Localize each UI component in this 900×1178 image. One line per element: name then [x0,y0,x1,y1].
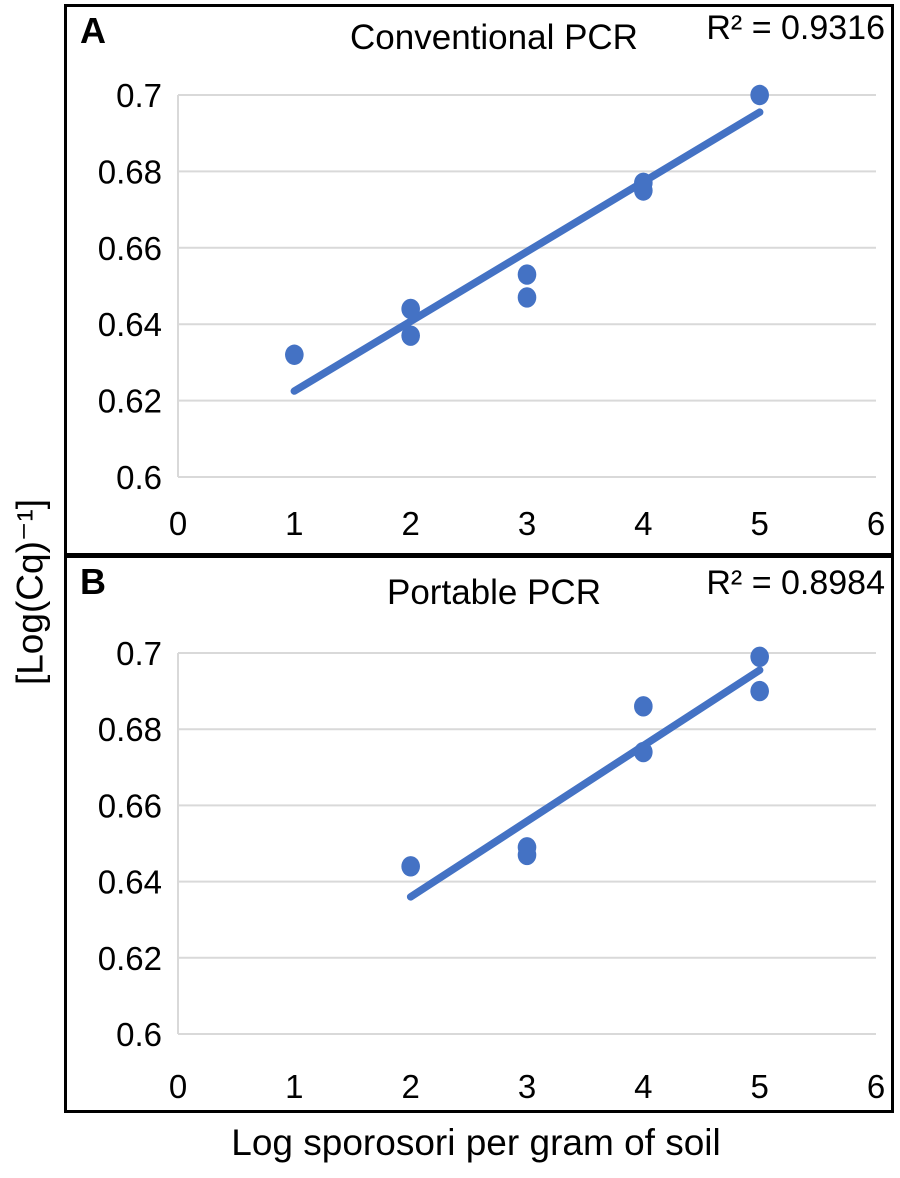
x-tick-label: 1 [285,505,303,542]
x-tick-label: 4 [634,1068,652,1105]
y-tick-label: 0.7 [116,77,162,114]
x-tick-label: 5 [750,505,768,542]
x-tick-label: 2 [401,505,419,542]
figure-border-box: 0.7 0.68 0.66 0.64 0.62 0.6 0 1 2 3 4 5 6 A Conventi… [64,4,894,1113]
panel-a-chart: 0.7 0.68 0.66 0.64 0.62 0.60 1 2 3 4 5 6 [98,77,885,542]
data-point [517,264,537,285]
y-tick-label: 0.6 [116,1016,162,1053]
trendline [290,108,764,395]
panel-a-label: A [80,10,106,51]
y-axis-title-text: [Log(Cq)⁻¹] [9,498,51,686]
data-point [517,287,537,308]
y-tick-label: 0.62 [98,940,162,977]
data-point [750,646,769,668]
panel-a: 0.7 0.68 0.66 0.64 0.62 0.6 0 1 2 3 4 5 6 A Conventi… [67,7,891,558]
y-tick-label: 0.7 [116,635,162,672]
x-tick-label: 0 [169,1068,187,1105]
x-axis-title: Log sporosori per gram of soil [231,1122,721,1163]
y-tick-label: 0.66 [98,787,162,824]
y-tick-label: 0.68 [98,711,162,748]
panel-b-r-squared: R² = 0.8984 [706,564,885,602]
data-point [634,180,653,201]
y-tick-label: 0.64 [98,864,162,901]
x-tick-label: 5 [750,1068,768,1105]
x-tick-label: 4 [634,505,652,542]
panel-b-chart: 0.7 0.68 0.66 0.64 0.62 0.60 1 2 3 4 5 6 [98,635,885,1105]
data-point [285,344,304,365]
data-point [401,298,420,320]
panel-b: 0.7 0.68 0.66 0.64 0.62 0.6 0 1 2 3 4 5 6 B Portable… [67,558,891,1110]
data-point [401,856,420,877]
x-tick-label: 0 [169,505,187,542]
panel-b-title: Portable PCR [387,573,601,612]
x-tick-label: 2 [401,1068,419,1105]
panel-a-r-squared: R² = 0.9316 [706,9,885,47]
x-tick-label: 1 [285,1068,303,1105]
x-tick-label: 6 [867,505,885,542]
x-tick-label: 3 [518,1068,536,1105]
x-tick-label: 3 [518,505,536,542]
data-point [634,696,653,717]
panel-b-label: B [80,561,106,602]
trendline [406,666,764,901]
x-tick-label: 6 [867,1068,885,1105]
y-tick-label: 0.68 [98,153,162,190]
y-tick-label: 0.62 [98,383,162,420]
y-tick-label: 0.64 [98,306,162,343]
data-point [401,325,420,346]
data-point [750,84,769,106]
data-point [517,844,537,866]
y-tick-label: 0.66 [98,230,162,267]
data-point [750,680,769,702]
panel-a-title: Conventional PCR [350,18,638,57]
data-point [634,741,653,763]
y-tick-label: 0.6 [116,459,162,496]
